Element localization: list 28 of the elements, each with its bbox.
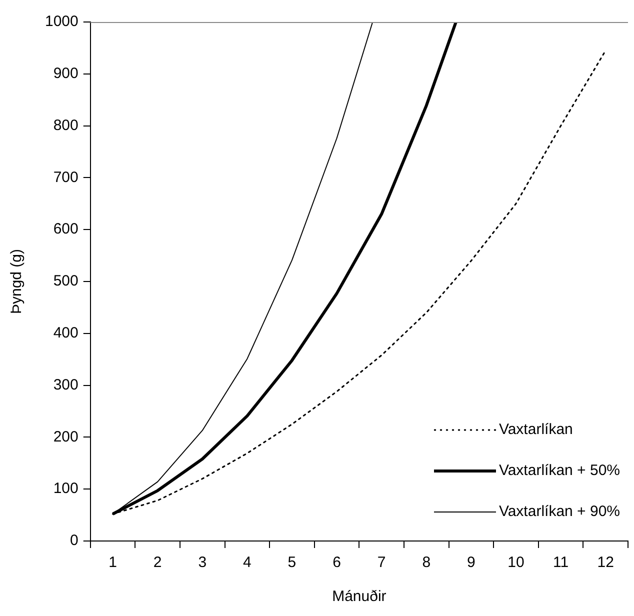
x-tick-label: 7 <box>377 554 386 572</box>
x-tick-label: 9 <box>467 554 476 572</box>
legend-label: Vaxtarlíkan + 90% <box>498 503 620 520</box>
y-tick-label: 600 <box>53 220 78 238</box>
x-tick-label: 5 <box>288 554 296 572</box>
y-tick-label: 100 <box>53 480 78 498</box>
x-tick-label: 11 <box>553 554 569 572</box>
x-axis-title: Mánuðir <box>332 588 386 606</box>
x-tick-label: 2 <box>153 554 162 572</box>
y-tick-label: 800 <box>53 116 78 134</box>
legend-label: Vaxtarlíkan + 50% <box>498 462 620 479</box>
x-tick-label: 8 <box>422 554 431 572</box>
x-tick-label: 3 <box>198 554 207 572</box>
legend-label: Vaxtarlíkan <box>498 421 573 438</box>
x-tick-label: 4 <box>243 554 252 572</box>
y-axis-title: Þyngd (g) <box>8 248 26 314</box>
x-tick-label: 10 <box>508 554 524 572</box>
y-tick-label: 300 <box>53 376 78 394</box>
y-tick-label: 1000 <box>44 13 78 30</box>
y-tick-label: 500 <box>53 272 78 290</box>
x-tick-label: 12 <box>597 554 614 572</box>
x-tick-label: 6 <box>332 554 341 572</box>
y-tick-label: 900 <box>53 65 78 82</box>
y-tick-label: 200 <box>53 428 78 446</box>
x-tick-label: 1 <box>108 554 117 572</box>
y-tick-label: 700 <box>53 168 78 186</box>
y-tick-label: 0 <box>70 532 78 550</box>
y-tick-label: 400 <box>53 324 78 342</box>
